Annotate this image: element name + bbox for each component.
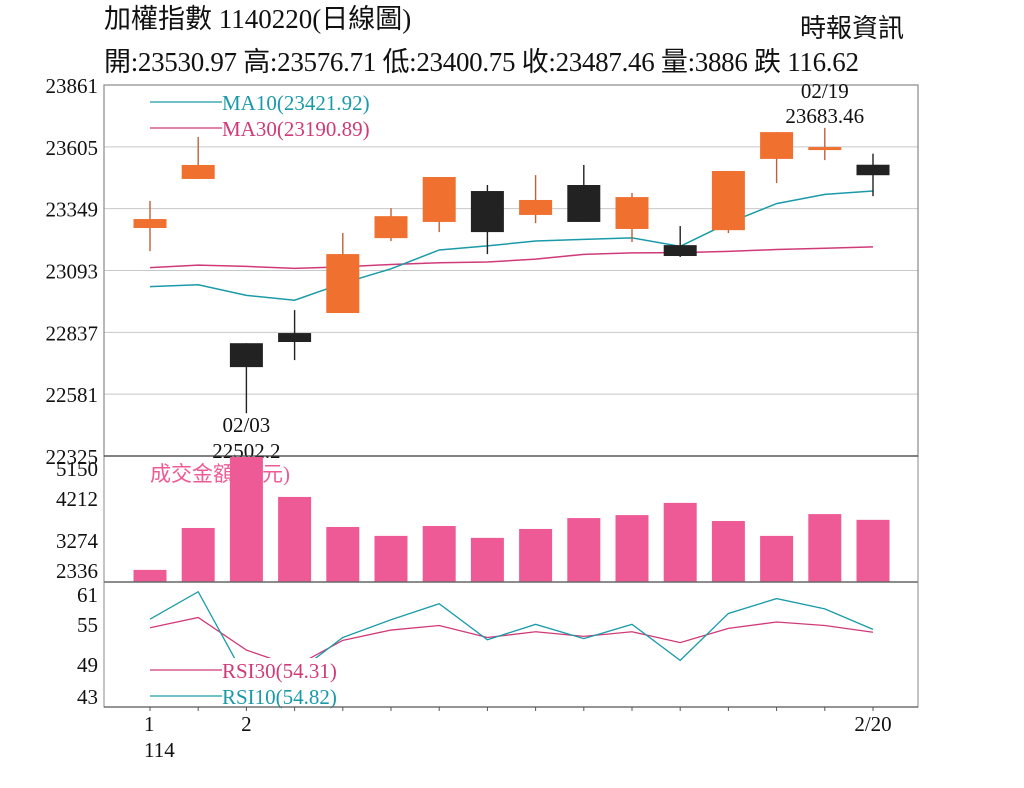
candle-up: [519, 199, 553, 215]
open-value: 23530.97: [137, 47, 237, 77]
y-tick-label: 23093: [46, 260, 99, 284]
volume-bar: [133, 569, 167, 582]
volume-bar: [374, 535, 408, 582]
y-tick-label: 3274: [56, 529, 99, 553]
high-annotation-value: 23683.46: [785, 104, 864, 128]
candle-up: [711, 170, 745, 231]
candle-up: [374, 216, 408, 239]
candle-down: [229, 343, 263, 368]
candle-down: [567, 184, 601, 222]
y-tick-label: 55: [77, 613, 98, 637]
y-tick-label: 2336: [56, 559, 98, 583]
candle-up: [422, 177, 456, 222]
volume-bar: [181, 527, 215, 582]
rsi-legend-bg: [150, 658, 360, 706]
high-value: 23576.71: [277, 47, 376, 77]
volume-label: 量:: [660, 47, 695, 77]
volume-bar: [808, 514, 842, 582]
volume-bar: [663, 502, 697, 582]
volume-bar: [615, 515, 649, 582]
y-tick-label: 4212: [56, 487, 98, 511]
y-tick-label: 43: [77, 685, 98, 709]
volume-title: 成交金額(億元): [150, 462, 290, 486]
volume-panel: 5150 4212 3274 2336 成交金額(億元): [56, 455, 919, 583]
ma30-legend-label: MA30(23190.89): [222, 117, 370, 141]
volume-bar: [422, 525, 456, 582]
rsi-panel: 61 55 49 43 RSI30(54.31)RSI10(54.82): [77, 581, 919, 709]
change-label: 跌: [754, 47, 781, 77]
source-label: 時報資訊: [800, 14, 905, 43]
volume-bar: [856, 519, 890, 582]
volume-value: 3886: [694, 47, 748, 77]
volume-bar: [519, 528, 553, 582]
close-value: 23487.46: [555, 47, 655, 77]
candle-down: [663, 245, 697, 257]
quote-summary: 開:23530.97 高:23576.71 低:23400.75 收:23487…: [104, 46, 859, 78]
y-tick-label: 61: [77, 583, 98, 607]
y-tick-label: 22325: [46, 445, 99, 469]
volume-bar: [326, 526, 360, 582]
high-label: 高:: [243, 47, 278, 77]
candle-up: [326, 254, 360, 314]
candle-down: [278, 333, 312, 342]
rsi10-legend-label: RSI10(54.82): [222, 685, 337, 709]
rsi30-legend-label: RSI30(54.31): [222, 659, 337, 683]
candle-up: [181, 164, 215, 179]
y-tick-label: 22837: [46, 321, 99, 345]
y-tick-label: 22581: [46, 383, 99, 407]
price-panel: 23861 23605 23349 23093 22837 22581 22325 MA10(…: [46, 74, 919, 469]
x-tick-label: 2: [241, 712, 252, 736]
ma10-legend-label: MA10(23421.92): [222, 91, 370, 115]
low-value: 23400.75: [416, 47, 516, 77]
y-tick-label: 23861: [46, 74, 99, 98]
y-tick-label: 49: [77, 653, 98, 677]
low-annotation-date: 02/03: [222, 413, 270, 437]
ma30-line: [149, 246, 874, 270]
candle-down: [856, 164, 890, 176]
x-tick-label: 2/20: [854, 712, 891, 736]
y-tick-label: 23349: [46, 198, 99, 222]
volume-bar: [760, 535, 794, 582]
volume-bar: [470, 537, 504, 582]
volume-bar: [229, 457, 263, 582]
candle-up: [760, 132, 794, 159]
high-annotation-date: 02/19: [801, 79, 849, 103]
chart-title: 加權指數 1140220(日線圖): [104, 4, 412, 34]
volume-bar: [278, 496, 312, 582]
volume-bar: [567, 518, 601, 582]
y-tick-label: 5150: [56, 457, 98, 481]
candle-up: [808, 147, 842, 151]
ma10-line: [149, 190, 874, 301]
x-year-label: 114: [144, 738, 175, 762]
close-label: 收:: [521, 47, 556, 77]
low-label: 低:: [382, 47, 417, 77]
candle-up: [615, 197, 649, 229]
x-tick-label: 1: [144, 712, 155, 736]
open-label: 開:: [104, 47, 138, 77]
change-value: 116.62: [787, 47, 859, 77]
volume-bar: [711, 521, 745, 582]
candle-up: [133, 219, 167, 228]
candle-down: [470, 191, 504, 233]
y-tick-label: 23605: [46, 136, 99, 160]
